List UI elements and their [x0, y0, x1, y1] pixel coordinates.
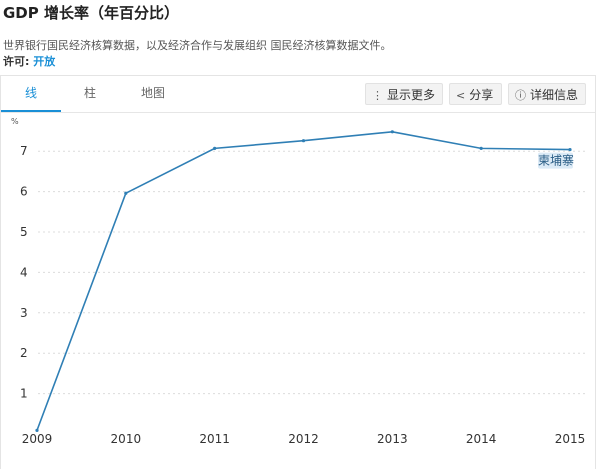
y-tick-label: 2 — [20, 346, 28, 360]
x-tick-label: 2013 — [377, 432, 408, 446]
chart-tabs: 线 柱 地图 ⋮ 显示更多 < 分享 ⓘ 详细信息 — [1, 76, 595, 113]
license-line: 许可: 开放 — [3, 53, 55, 69]
y-tick-label: 7 — [20, 144, 28, 158]
x-tick-label: 2014 — [466, 432, 497, 446]
share-icon: < — [456, 89, 466, 102]
data-point — [479, 146, 483, 150]
x-tick-label: 2015 — [555, 432, 586, 446]
data-point — [213, 146, 217, 150]
data-point — [568, 147, 572, 152]
y-axis: 1 2 3 4 5 6 7% — [11, 117, 28, 401]
source-description: 世界银行国民经济核算数据，以及经济合作与发展组织 国民经济核算数据文件。 — [3, 39, 392, 52]
license-label: 许可: — [3, 55, 30, 68]
y-tick-label: 6 — [20, 185, 28, 199]
data-point — [35, 428, 39, 432]
series-layer — [35, 130, 572, 432]
series-label: 柬埔寨 — [538, 153, 574, 168]
details-button[interactable]: ⓘ 详细信息 — [508, 83, 586, 105]
tab-line[interactable]: 线 — [1, 76, 61, 112]
y-tick-label: 1 — [20, 387, 28, 401]
data-point — [124, 191, 128, 195]
data-point — [301, 139, 306, 143]
share-button[interactable]: < 分享 — [449, 83, 502, 105]
x-tick-label: 2010 — [111, 432, 142, 446]
series-label-background — [538, 152, 573, 169]
series-line — [36, 131, 571, 431]
data-point — [390, 130, 394, 134]
tab-bar[interactable]: 柱 — [83, 86, 96, 100]
info-icon: ⓘ — [515, 89, 526, 102]
license-value-link[interactable]: 开放 — [33, 55, 56, 68]
y-tick-label: 3 — [20, 306, 28, 320]
x-tick-label: 2011 — [199, 432, 230, 446]
tab-map[interactable]: 地图 — [140, 86, 165, 100]
y-axis-unit: % — [11, 117, 19, 126]
y-tick-label: 4 — [20, 265, 28, 279]
y-tick-label: 5 — [20, 225, 28, 239]
x-axis: 2009 2010 2011 2012 2013 2014 2015 — [22, 432, 586, 446]
more-vertical-icon: ⋮ — [372, 89, 383, 102]
x-tick-label: 2012 — [288, 432, 319, 446]
x-tick-label: 2009 — [22, 432, 53, 446]
series-label-layer: 柬埔寨 — [538, 152, 574, 169]
page-title: GDP 增长率（年百分比） — [3, 4, 179, 22]
show-more-button[interactable]: ⋮ 显示更多 — [365, 83, 443, 105]
chart-grid — [38, 150, 585, 395]
